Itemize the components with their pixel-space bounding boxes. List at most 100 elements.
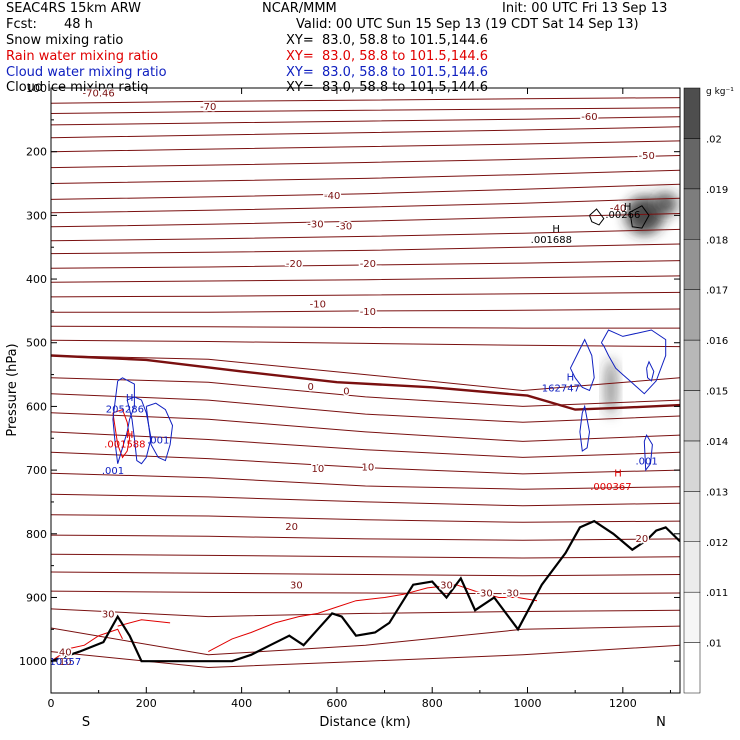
y-tick-label-5: 600: [26, 400, 47, 413]
isotherm-18: [51, 355, 680, 392]
field-xy-snow: XY= 83.0, 58.8 to 101.5,144.6: [286, 33, 489, 48]
contour-label-22: -30: [503, 588, 519, 599]
x-tick-label-6: 1200: [609, 697, 637, 710]
x-tick-label-4: 800: [422, 697, 443, 710]
colorbar-bin-9: [683, 188, 701, 240]
contour-label-6: -30: [307, 220, 323, 231]
org-title: NCAR/MMM: [262, 1, 337, 16]
colorbar-label-0: .01: [706, 639, 722, 650]
isotherm-6: [51, 169, 680, 184]
contour-label-12: 0: [308, 382, 314, 393]
colorbar-bin-11: [683, 87, 701, 139]
cloud-water-contour-0: [112, 377, 135, 464]
extremum-label-6: H: [126, 393, 134, 404]
forecast-label: Fcst:: [6, 17, 37, 32]
cloud-ice-shading: [605, 192, 678, 416]
extremum-label-10: .001: [147, 436, 169, 447]
cloud-water-contour-4: [600, 329, 667, 395]
end-label-right: N: [656, 715, 666, 730]
cloud-ice-contour-1: [629, 205, 650, 229]
isotherm-8: [51, 197, 680, 214]
contour-label-4: -40: [324, 191, 340, 202]
rain-contours: [51, 408, 538, 662]
contour-label-15: 10: [362, 462, 375, 473]
cloud-water-contour-2: [145, 402, 174, 462]
contour-label-3: -50: [638, 151, 654, 162]
y-tick-label-9: 1000: [19, 655, 47, 668]
colorbar-label-5: .015: [706, 387, 728, 398]
y-tick-label-2: 300: [26, 209, 47, 222]
plot-frame: [50, 87, 681, 694]
terrain-line: [51, 519, 680, 663]
colorbar-label-6: .016: [706, 336, 728, 347]
extrema-labels: H.00266H.001688H162747H205286H.001588.00…: [49, 202, 657, 668]
isotherm-9: [51, 213, 680, 228]
isotherm-21: [51, 412, 680, 442]
contour-label-7: -30: [336, 222, 352, 233]
isotherm-25: [51, 493, 680, 507]
colorbar-label-9: .019: [706, 185, 728, 196]
rain-contour-3: [117, 619, 171, 627]
y-tick-label-8: 900: [26, 591, 47, 604]
cloud-water-contour-3: [569, 338, 595, 392]
field-xy-cloud-water: XY= 83.0, 58.8 to 101.5,144.6: [286, 65, 489, 80]
y-tick-label-0: 100: [26, 82, 47, 95]
x-tick-label-1: 200: [136, 697, 157, 710]
colorbar-bin-0: [683, 642, 701, 694]
extremum-label-9: .001588: [104, 439, 145, 450]
colorbar-label-3: .013: [706, 487, 728, 498]
x-axis-label: Distance (km): [319, 715, 410, 730]
contour-label-20: 30: [440, 581, 453, 592]
isotherm-15: [51, 308, 680, 313]
colorbar-bin-8: [683, 239, 701, 290]
colorbar-bin-6: [683, 339, 701, 391]
contour-label-10: -10: [310, 299, 326, 310]
terrain-profile: [51, 519, 680, 663]
freezing-level-line: [51, 354, 680, 411]
x-tick-label-5: 1000: [514, 697, 542, 710]
extremum-label-0: H: [624, 202, 632, 213]
forecast-value: 48 h: [64, 17, 93, 32]
contour-label-18: 30: [102, 609, 115, 620]
y-tick-label-6: 700: [26, 464, 47, 477]
x-tick-label-3: 600: [326, 697, 347, 710]
extremum-label-5: 162747: [542, 383, 580, 394]
colorbar-label-10: .02: [706, 134, 722, 145]
cloud-ice-blob-0: [625, 196, 664, 235]
colorbar-label-4: .014: [706, 437, 728, 448]
colorbar-label-8: .018: [706, 235, 728, 246]
isotherm-2: [51, 116, 680, 126]
isotherm-31: [51, 608, 680, 618]
isotherm-17: [51, 339, 680, 348]
isotherm-27: [51, 534, 680, 541]
isotherm-14: [51, 291, 680, 298]
colorbar: .01 .011 .012 .013 .014 .015 .016 .017 .018 .019.…: [683, 87, 728, 694]
cloud-water-contour-6: [643, 433, 653, 472]
isotherm-5: [51, 155, 680, 169]
contour-label-0: -70.46: [83, 88, 115, 99]
init-time: Init: 00 UTC Fri 13 Sep 13: [502, 1, 668, 16]
rain-contour-1: [112, 408, 131, 459]
extremum-label-3: .001688: [531, 235, 572, 246]
contour-label-17: 20: [636, 534, 649, 545]
contour-label-19: 30: [290, 581, 303, 592]
extremum-label-12: .001: [636, 457, 658, 468]
colorbar-label-2: .012: [706, 538, 728, 549]
isotherm-24: [51, 472, 680, 490]
cloud-water-contour-5: [579, 404, 591, 452]
extremum-label-15: 10357: [49, 657, 81, 668]
field-name-snow: Snow mixing ratio: [6, 33, 124, 48]
field-name-rain: Rain water mixing ratio: [6, 49, 159, 64]
extremum-label-2: H: [552, 224, 560, 235]
x-tick-label-2: 400: [231, 697, 252, 710]
field-name-cloud-water: Cloud water mixing ratio: [6, 65, 167, 80]
extremum-label-11: .001: [102, 466, 124, 477]
cloud-water-contour-7: [646, 360, 655, 382]
isotherm-7: [51, 183, 680, 200]
extremum-label-4: H: [567, 372, 575, 383]
extremum-label-7: 205286: [106, 404, 144, 415]
isotherm-28: [51, 553, 680, 559]
extremum-label-1: .00266: [605, 210, 640, 221]
colorbar-label-7: .017: [706, 286, 728, 297]
